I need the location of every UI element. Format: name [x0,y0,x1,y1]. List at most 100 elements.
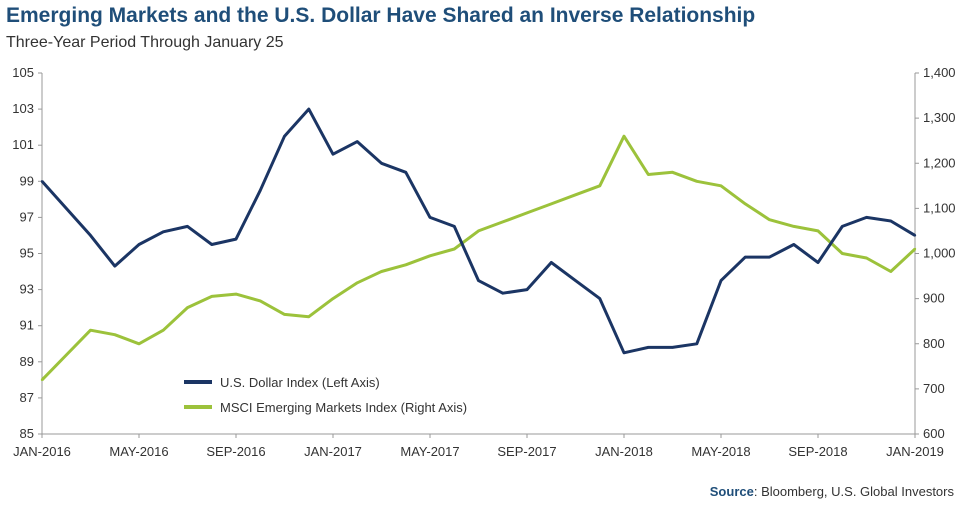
left-tick-label: 91 [20,318,34,333]
left-tick-label: 105 [12,65,34,80]
usd-data-point [307,107,310,111]
usd-data-point [550,261,553,264]
left-tick-label: 101 [12,137,34,152]
msci-data-point [550,202,553,206]
right-tick-label: 1,100 [923,200,956,215]
msci-data-point [89,329,92,332]
msci-data-point [889,270,892,273]
right-tick-label: 900 [923,291,945,306]
x-tick-label: SEP-2016 [206,444,265,459]
usd-data-point [841,225,844,228]
left-tick-label: 85 [20,426,34,441]
x-tick-label: MAY-2018 [691,444,750,459]
usd-data-point [234,237,238,241]
msci-data-point [501,220,504,224]
left-tick-label: 99 [20,173,34,188]
source-text: : Bloomberg, U.S. Global Investors [753,484,954,499]
usd-data-point [137,243,141,246]
x-tick-label: MAY-2017 [400,444,459,459]
usd-data-point [283,135,286,138]
usd-data-point [744,255,747,259]
source-label: Source [709,484,754,499]
usd-data-point [574,279,577,282]
usd-data-point [65,207,68,210]
msci-data-point [307,315,310,318]
x-tick-label: JAN-2019 [886,444,944,459]
x-tick-label: JAN-2017 [304,444,362,459]
msci-data-point [356,281,359,284]
right-tick-label: 600 [923,426,945,441]
msci-data-point [40,378,44,382]
usd-data-point [186,225,189,228]
right-tick-label: 1,200 [923,155,956,170]
msci-data-point [913,247,917,251]
right-tick-label: 1,300 [923,110,956,125]
usd-data-point [622,351,626,354]
msci-data-point [428,254,432,257]
chart-subtitle: Three-Year Period Through January 25 [6,34,284,51]
msci-data-point [792,225,795,228]
usd-data-point [477,279,480,282]
msci-data-point [695,180,698,183]
usd-data-point [162,230,165,233]
usd-data-point [719,279,723,282]
msci-data-point [137,342,141,345]
left-tick-label: 87 [20,390,34,405]
msci-data-point [65,353,68,357]
legend-label-msci: MSCI Emerging Markets Index (Right Axis) [220,400,467,415]
usd-data-point [89,234,92,237]
msci-em-line [40,134,917,381]
usd-data-point [331,153,335,156]
msci-data-point [380,270,383,273]
usd-data-point [792,243,795,246]
x-tick-label: SEP-2018 [788,444,847,459]
x-tick-label: JAN-2018 [595,444,653,459]
legend-label-usd: U.S. Dollar Index (Left Axis) [220,375,380,390]
usd-data-point [865,216,868,219]
x-tick-label: SEP-2017 [497,444,556,459]
msci-data-point [816,229,820,233]
left-tick-label: 95 [20,246,34,261]
x-tick-label: JAN-2016 [13,444,71,459]
left-tick-label: 97 [20,209,34,224]
usd-data-point [501,292,504,295]
left-tick-label: 103 [12,101,34,116]
msci-data-point [719,184,723,187]
left-tick-label: 93 [20,282,34,297]
usd-data-point [380,162,383,165]
msci-data-point [113,333,117,336]
usd-data-point [428,216,432,219]
msci-data-point [162,329,165,332]
x-tick-label: MAY-2016 [109,444,168,459]
msci-data-point [647,173,650,176]
right-tick-label: 700 [923,381,945,396]
msci-data-point [744,202,747,206]
msci-data-point [768,218,771,221]
usd-data-point [598,297,601,300]
right-tick-label: 800 [923,336,945,351]
usd-data-point [356,140,359,143]
right-tick-label: 1,000 [923,246,956,261]
usd-data-point [404,171,407,174]
msci-data-point [259,299,262,303]
usd-data-point [671,346,674,349]
usd-data-point [525,288,529,291]
msci-data-point [404,263,407,266]
msci-data-point [477,229,480,233]
msci-data-point [331,297,335,300]
usd-data-point [113,264,117,268]
msci-data-point [622,135,626,138]
msci-data-point [574,193,577,196]
usd-data-point [816,261,820,264]
msci-data-point [865,256,868,260]
usd-data-point [40,180,44,183]
usd-data-point [453,225,456,228]
left-tick-label: 89 [20,354,34,369]
usd-data-point [695,342,698,345]
chart-title: Emerging Markets and the U.S. Dollar Hav… [6,4,756,27]
right-tick-label: 1,400 [923,65,956,80]
msci-data-point [841,252,844,255]
msci-data-point [453,247,456,251]
source-note: Source: Bloomberg, U.S. Global Investors [710,484,954,499]
msci-data-point [525,211,529,215]
